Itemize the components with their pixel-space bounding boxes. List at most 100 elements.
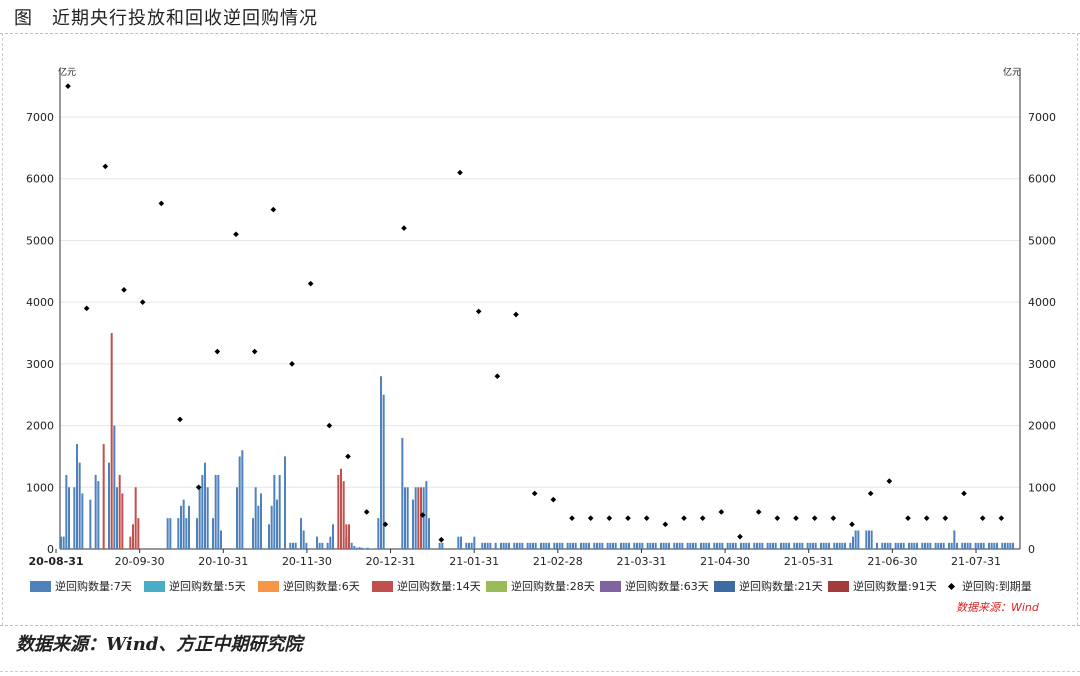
maturity-point: [363, 509, 370, 515]
x-axis-tick-label: 20-11-30: [282, 555, 332, 568]
right-axis-tick-label: 4000: [1028, 296, 1056, 309]
bar-repo-7d: [844, 542, 846, 549]
bar-repo-7d: [201, 474, 204, 549]
bar-repo-7d: [921, 542, 924, 549]
bar-repo-7d: [97, 481, 100, 549]
bar-repo-7d: [673, 542, 676, 549]
bar-repo-7d: [484, 542, 486, 549]
legend-marker: [947, 582, 956, 590]
maturity-point: [65, 83, 71, 89]
bar-repo-7d: [881, 542, 884, 549]
bar-repo-14d: [118, 474, 121, 549]
bar-repo-7d: [116, 487, 118, 549]
bar-repo-14d: [102, 444, 105, 549]
bar-repo-7d: [598, 542, 601, 549]
legend-label: 逆回购数量:14天: [397, 580, 481, 593]
x-axis-tick-label: 21-05-31: [784, 555, 834, 568]
maturity-point: [326, 422, 333, 429]
bar-repo-7d: [668, 542, 670, 549]
bar-repo-14d: [420, 487, 422, 549]
right-axis-unit: 亿元: [1003, 66, 1021, 78]
bar-repo-7d: [966, 542, 969, 549]
bar-repo-7d: [798, 542, 801, 549]
maturity-point: [681, 515, 687, 521]
bar-repo-7d: [745, 542, 748, 549]
bar-repo-7d: [574, 542, 577, 549]
frame-right-border: [1077, 33, 1078, 625]
bar-repo-7d: [89, 499, 92, 549]
bar-repo-7d: [294, 542, 297, 549]
right-axis-tick-label: 5000: [1028, 234, 1056, 247]
bar-repo-7d: [785, 542, 788, 549]
bar-repo-7d: [108, 462, 110, 549]
bar-repo-14d: [342, 481, 345, 549]
bar-repo-7d: [700, 542, 702, 549]
bar-repo-7d: [532, 542, 534, 549]
bar-repo-7d: [521, 542, 524, 549]
bar-repo-14d: [340, 468, 342, 549]
bar-repo-7d: [716, 542, 718, 549]
x-axis-tick-label: 20-08-31: [28, 555, 83, 568]
bar-repo-14d: [132, 524, 134, 549]
bar-repo-7d: [886, 542, 889, 549]
bar-repo-14d: [129, 536, 132, 549]
bar-repo-7d: [350, 542, 353, 549]
bar-repo-7d: [257, 505, 260, 549]
legend-label: 逆回购数量:28天: [511, 580, 595, 593]
bar-repo-7d: [270, 505, 273, 549]
bar-repo-7d: [788, 542, 790, 549]
maturity-point: [419, 512, 426, 518]
bar-repo-7d: [569, 542, 572, 549]
bar-repo-7d: [268, 524, 270, 549]
bar-repo-7d: [428, 518, 430, 549]
bar-repo-7d: [977, 542, 980, 549]
bar-repo-7d: [332, 524, 334, 549]
x-axis-tick-label: 21-01-31: [449, 555, 499, 568]
legend-label: 逆回购数量:91天: [853, 580, 937, 593]
bar-repo-7d: [854, 530, 857, 549]
maturity-point: [270, 206, 277, 213]
maturity-point: [102, 163, 109, 170]
bar-repo-7d: [526, 542, 529, 549]
bar-repo-7d: [481, 542, 484, 549]
bar-repo-7d: [625, 542, 628, 549]
maturity-point: [867, 490, 874, 497]
bar-repo-7d: [425, 481, 428, 549]
bar-repo-7d: [548, 542, 550, 549]
bar-repo-7d: [364, 548, 366, 549]
bar-repo-7d: [849, 542, 852, 549]
bar-repo-7d: [606, 542, 609, 549]
bar-repo-7d: [652, 542, 654, 549]
bar-repo-7d: [729, 542, 732, 549]
maturity-point: [662, 521, 669, 528]
legend-item-repo-91d: 逆回购数量:91天: [828, 578, 937, 594]
bar-repo-7d: [868, 530, 870, 549]
bar-repo-7d: [948, 542, 950, 549]
bar-repo-7d: [753, 542, 756, 549]
bar-repo-7d: [305, 542, 308, 549]
bar-repo-7d: [908, 542, 910, 549]
bar-repo-7d: [809, 542, 812, 549]
bar-repo-7d: [876, 542, 878, 549]
bar-repo-7d: [502, 542, 505, 549]
bar-repo-7d: [662, 542, 665, 549]
maturity-point: [830, 515, 837, 521]
bar-repo-7d: [761, 542, 764, 549]
bar-repo-7d: [404, 487, 406, 549]
left-axis-tick-label: 7000: [26, 111, 54, 124]
bar-repo-7d: [198, 487, 201, 549]
maturity-point: [494, 373, 501, 380]
bar-repo-14d: [137, 518, 140, 549]
maturity-point: [979, 515, 986, 521]
bar-repo-7d: [924, 542, 926, 549]
left-axis-tick-label: 3000: [26, 358, 54, 371]
bar-repo-7d: [553, 542, 556, 549]
bar-repo-7d: [276, 499, 278, 549]
bar-repo-7d: [833, 542, 836, 549]
bar-repo-7d: [81, 493, 84, 549]
bar-repo-7d: [633, 542, 636, 549]
bar-repo-7d: [369, 548, 372, 549]
bar-repo-7d: [68, 487, 70, 549]
bar-repo-7d: [358, 547, 361, 549]
bar-repo-7d: [748, 542, 750, 549]
